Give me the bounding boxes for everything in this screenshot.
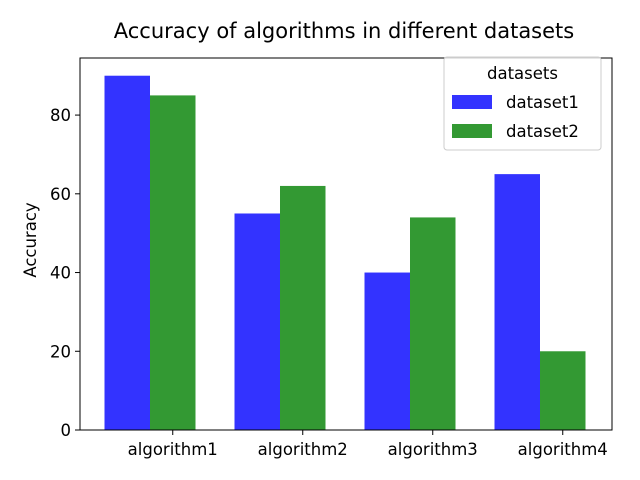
bar-dataset1-algorithm4 (494, 174, 540, 430)
legend-label-dataset2: dataset2 (506, 122, 579, 141)
bar-dataset2-algorithm4 (540, 351, 586, 430)
axes-group: 0 20 40 60 80 algorithm1 algorithm2 algorithm3 a… (50, 57, 613, 459)
bar-dataset2-algorithm2 (280, 185, 326, 430)
legend: datasets dataset1 dataset2 (443, 56, 602, 151)
x-tick-label-algorithm3: algorithm3 (388, 440, 478, 459)
bar-dataset1-algorithm3 (364, 272, 410, 430)
bar-dataset2-algorithm3 (410, 217, 456, 430)
plot-frame (79, 57, 613, 431)
y-tick-label: 40 (50, 264, 71, 283)
y-tick-label: 0 (61, 421, 72, 440)
bar-dataset1-algorithm2 (234, 213, 280, 430)
legend-swatch-dataset1 (452, 95, 492, 109)
y-tick-label: 60 (50, 185, 71, 204)
legend-swatch-dataset2 (452, 124, 492, 138)
x-tick-label-algorithm1: algorithm1 (128, 440, 218, 459)
y-tick-label: 20 (50, 342, 71, 361)
chart-title: Accuracy of algorithms in different data… (114, 19, 574, 43)
bars-group (104, 75, 586, 431)
x-tick-label-algorithm4: algorithm4 (518, 440, 608, 459)
bar-dataset1-algorithm1 (104, 75, 150, 430)
y-tick-label: 80 (50, 106, 71, 125)
legend-label-dataset1: dataset1 (506, 93, 579, 112)
legend-title: datasets (487, 64, 558, 83)
y-axis-label: Accuracy (21, 202, 40, 278)
bar-dataset2-algorithm1 (150, 95, 196, 431)
x-tick-label-algorithm2: algorithm2 (258, 440, 348, 459)
